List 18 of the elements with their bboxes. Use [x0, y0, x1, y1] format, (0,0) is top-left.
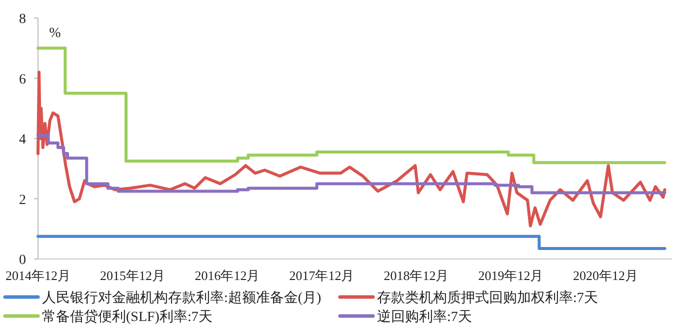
x-tick-label: 2015年12月: [100, 268, 165, 283]
x-tick-label: 2017年12月: [289, 268, 354, 283]
y-tick-label: 2: [19, 192, 26, 208]
y-axis-title: %: [49, 26, 62, 41]
x-tick-label: 2016年12月: [194, 268, 260, 283]
x-tick-label: 2020年12月: [572, 268, 638, 283]
legend-label: 常备借贷便利(SLF)利率:7天: [42, 309, 212, 325]
x-tick-label: 2014年12月: [6, 268, 70, 283]
legend-label: 存款类机构质押式回购加权利率:7天: [377, 290, 598, 306]
x-tick-label: 2018年12月: [384, 268, 449, 283]
line-series: [36, 70, 666, 228]
x-tick-label: 2019年12月: [478, 268, 544, 283]
y-tick-label: 8: [19, 12, 26, 27]
y-tick-label: 0: [19, 253, 26, 268]
legend-label: 人民银行对金融机构存款利率:超额准备金(月): [42, 290, 322, 306]
y-tick-label: 4: [19, 132, 26, 148]
y-tick-label: 6: [19, 72, 26, 88]
legend-label: 逆回购利率:7天: [377, 309, 472, 325]
